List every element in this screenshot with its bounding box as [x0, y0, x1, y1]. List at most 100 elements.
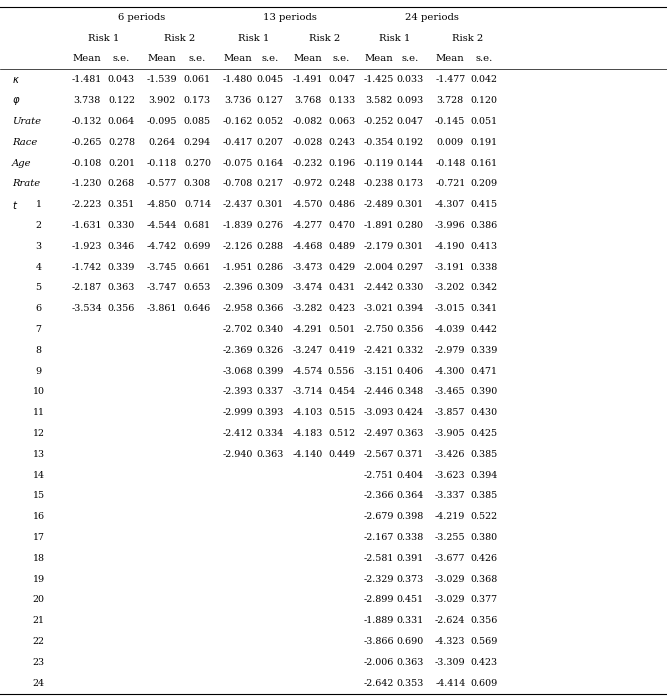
- Text: 0.286: 0.286: [257, 263, 283, 272]
- Text: -0.075: -0.075: [223, 158, 253, 167]
- Text: 0.377: 0.377: [471, 595, 498, 604]
- Text: 11: 11: [33, 408, 45, 418]
- Text: Rrate: Rrate: [12, 179, 40, 188]
- Text: 0.419: 0.419: [328, 346, 355, 355]
- Text: 0.431: 0.431: [328, 283, 355, 292]
- Text: $\varphi$: $\varphi$: [12, 95, 21, 107]
- Text: Risk 2: Risk 2: [452, 33, 483, 43]
- Text: 0.363: 0.363: [396, 658, 424, 667]
- Text: -3.996: -3.996: [435, 221, 466, 230]
- Text: -1.491: -1.491: [293, 75, 323, 84]
- Text: 0.556: 0.556: [327, 367, 356, 376]
- Text: -3.426: -3.426: [435, 450, 466, 459]
- Text: 0.609: 0.609: [471, 679, 498, 688]
- Text: 6: 6: [35, 304, 42, 313]
- Text: 0.045: 0.045: [257, 75, 283, 84]
- Text: Risk 2: Risk 2: [164, 33, 195, 43]
- Text: 0.661: 0.661: [184, 263, 211, 272]
- Text: 0.063: 0.063: [328, 117, 355, 126]
- Text: -4.307: -4.307: [435, 200, 466, 209]
- Text: -2.979: -2.979: [435, 346, 466, 355]
- Text: Mean: Mean: [147, 54, 177, 63]
- Text: 3.738: 3.738: [73, 96, 100, 105]
- Text: 0.330: 0.330: [397, 283, 424, 292]
- Text: 0.309: 0.309: [257, 283, 283, 292]
- Text: 0.332: 0.332: [397, 346, 424, 355]
- Text: -1.631: -1.631: [71, 221, 102, 230]
- Text: 0.373: 0.373: [397, 574, 424, 583]
- Text: -3.093: -3.093: [364, 408, 394, 418]
- Text: s.e.: s.e.: [189, 54, 206, 63]
- Text: 0.690: 0.690: [397, 637, 424, 646]
- Text: 24: 24: [33, 679, 45, 688]
- Text: -1.425: -1.425: [364, 75, 394, 84]
- Text: 0.356: 0.356: [470, 616, 498, 625]
- Text: 3.768: 3.768: [295, 96, 321, 105]
- Text: -0.265: -0.265: [71, 138, 102, 146]
- Text: Mean: Mean: [364, 54, 394, 63]
- Text: 0.406: 0.406: [397, 367, 424, 376]
- Text: -1.477: -1.477: [435, 75, 466, 84]
- Text: -0.108: -0.108: [71, 158, 102, 167]
- Text: 1: 1: [36, 200, 41, 209]
- Text: -0.577: -0.577: [147, 179, 177, 188]
- Text: -1.230: -1.230: [71, 179, 102, 188]
- Text: 0.512: 0.512: [328, 429, 355, 438]
- Text: 15: 15: [33, 491, 45, 500]
- Text: 0.326: 0.326: [257, 346, 283, 355]
- Text: -1.951: -1.951: [223, 263, 253, 272]
- Text: 0.201: 0.201: [108, 158, 135, 167]
- Text: Age: Age: [12, 158, 31, 167]
- Text: 4: 4: [36, 263, 41, 272]
- Text: Mean: Mean: [293, 54, 323, 63]
- Text: -0.162: -0.162: [223, 117, 253, 126]
- Text: -4.190: -4.190: [435, 242, 466, 251]
- Text: -4.300: -4.300: [435, 367, 466, 376]
- Text: 0.033: 0.033: [397, 75, 424, 84]
- Text: 0.363: 0.363: [256, 450, 284, 459]
- Text: -3.474: -3.474: [293, 283, 323, 292]
- Text: -2.497: -2.497: [364, 429, 394, 438]
- Text: 0.338: 0.338: [397, 533, 424, 542]
- Text: 0.047: 0.047: [397, 117, 424, 126]
- Text: -3.861: -3.861: [147, 304, 177, 313]
- Text: 0.404: 0.404: [397, 470, 424, 480]
- Text: 0.301: 0.301: [397, 242, 424, 251]
- Text: -4.414: -4.414: [435, 679, 466, 688]
- Text: 0.364: 0.364: [397, 491, 424, 500]
- Text: 22: 22: [33, 637, 45, 646]
- Text: 0.415: 0.415: [471, 200, 498, 209]
- Text: -3.029: -3.029: [435, 574, 466, 583]
- Text: -3.029: -3.029: [435, 595, 466, 604]
- Text: 0.363: 0.363: [396, 429, 424, 438]
- Text: -4.570: -4.570: [293, 200, 323, 209]
- Text: -4.039: -4.039: [435, 325, 466, 334]
- Text: Risk 2: Risk 2: [309, 33, 340, 43]
- Text: 0.366: 0.366: [256, 304, 284, 313]
- Text: -0.232: -0.232: [293, 158, 323, 167]
- Text: -0.148: -0.148: [435, 158, 466, 167]
- Text: -2.396: -2.396: [223, 283, 253, 292]
- Text: -0.145: -0.145: [435, 117, 466, 126]
- Text: -4.850: -4.850: [147, 200, 177, 209]
- Text: -1.481: -1.481: [71, 75, 102, 84]
- Text: 0.331: 0.331: [397, 616, 424, 625]
- Text: -3.191: -3.191: [435, 263, 466, 272]
- Text: 3.736: 3.736: [224, 96, 252, 105]
- Text: -3.247: -3.247: [293, 346, 323, 355]
- Text: -2.940: -2.940: [223, 450, 253, 459]
- Text: 0.430: 0.430: [471, 408, 498, 418]
- Text: 0.471: 0.471: [471, 367, 498, 376]
- Text: 0.052: 0.052: [257, 117, 283, 126]
- Text: -1.742: -1.742: [71, 263, 102, 272]
- Text: 8: 8: [36, 346, 41, 355]
- Text: 0.061: 0.061: [184, 75, 211, 84]
- Text: 0.454: 0.454: [328, 388, 355, 397]
- Text: 0.394: 0.394: [471, 470, 498, 480]
- Text: -2.442: -2.442: [364, 283, 394, 292]
- Text: -2.702: -2.702: [223, 325, 253, 334]
- Text: -4.468: -4.468: [293, 242, 323, 251]
- Text: -3.473: -3.473: [293, 263, 323, 272]
- Text: -3.747: -3.747: [147, 283, 177, 292]
- Text: 0.268: 0.268: [108, 179, 135, 188]
